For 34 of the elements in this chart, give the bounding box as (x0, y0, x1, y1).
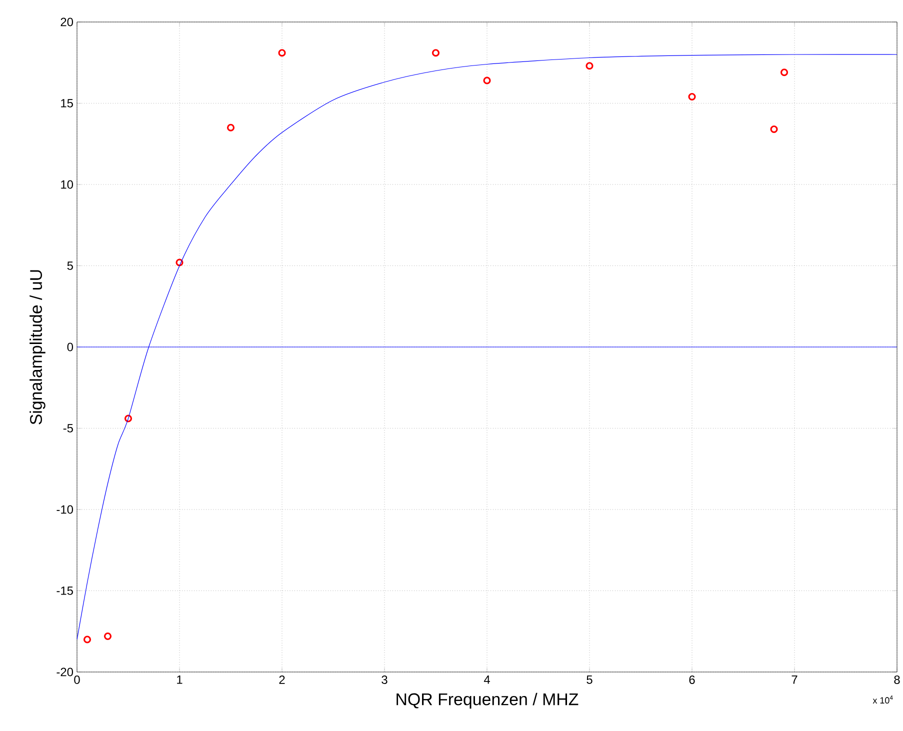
x-tick-label: 4 (484, 676, 490, 684)
point (483, 76, 491, 84)
y-tick-label: 15 (61, 99, 73, 108)
point (83, 636, 92, 644)
y-tick-label: 0 (67, 342, 74, 352)
point (432, 49, 440, 57)
y-tick-label: -15 (56, 586, 73, 595)
x-tick-label: 3 (382, 676, 388, 684)
x-axis-title: NQR Frequenzen / MHZ (396, 692, 578, 709)
y-tick-label: -20 (56, 668, 74, 676)
point (124, 414, 132, 422)
point (770, 125, 778, 134)
point (278, 49, 286, 57)
y-tick-label: 20 (60, 18, 74, 26)
y-tick-label: -5 (63, 424, 73, 432)
x-tick-label: 8 (894, 676, 900, 684)
y-axis-title: Signalamplitude / uU (30, 270, 46, 424)
line-series (77, 54, 898, 640)
x-tick-label: 6 (689, 676, 695, 684)
x-tick-label: 7 (792, 676, 798, 684)
x-tick-label: 5 (586, 676, 592, 684)
text: x 10$^{4}$ (872, 696, 893, 704)
point (226, 124, 235, 132)
y-tick-label: -10 (56, 505, 74, 514)
point (780, 68, 788, 76)
point (104, 632, 112, 640)
point (688, 92, 696, 101)
x-tick-label: 2 (279, 676, 285, 684)
y-tick-label: 5 (67, 262, 73, 270)
x-tick-label: 1 (177, 676, 182, 684)
y-tick-label: 10 (61, 180, 74, 189)
x-tick-label: 0 (74, 676, 80, 684)
point (176, 258, 184, 266)
point (586, 62, 594, 70)
